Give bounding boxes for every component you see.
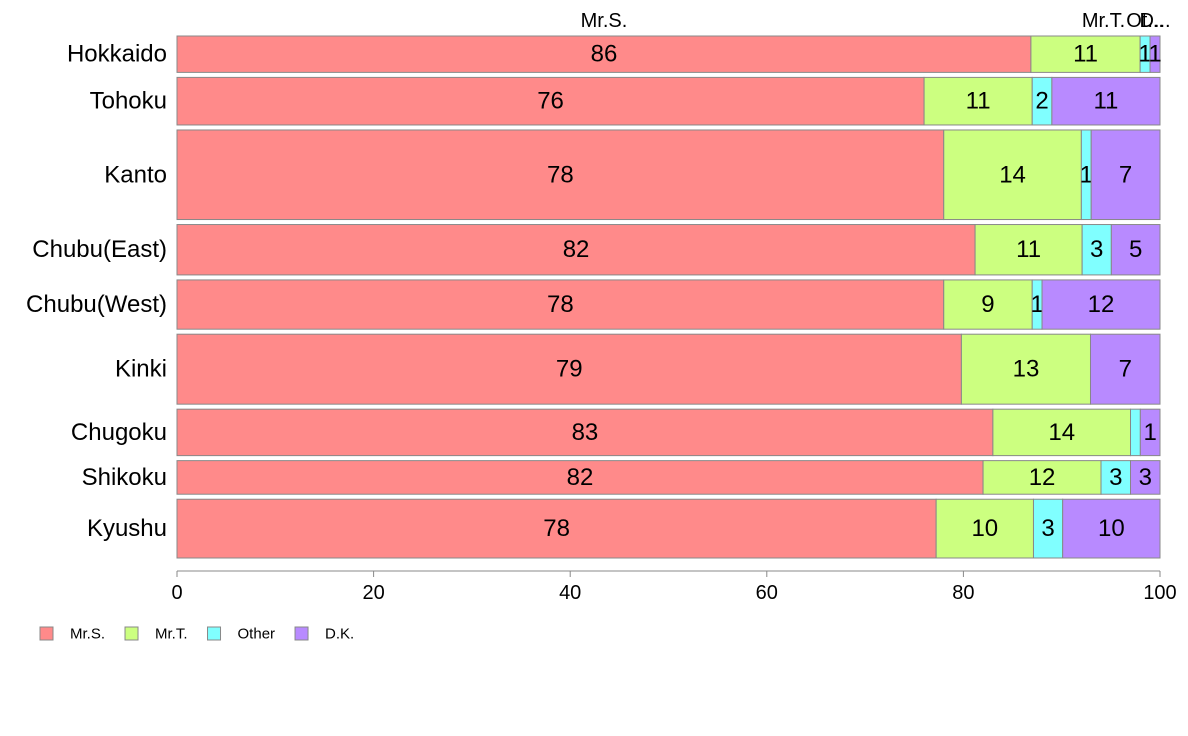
data-label-chubu-east-other: 3	[1090, 236, 1103, 263]
category-label-hokkaido: Hokkaido	[67, 41, 167, 68]
bar-segment-shikoku-mr-t	[982, 460, 1102, 495]
data-label-chubu-west-mr-t: 9	[981, 291, 994, 318]
legend-swatch-mr-t	[124, 626, 139, 641]
bar-segment-chubu-west-d-k	[1041, 279, 1161, 330]
x-tick-label: 40	[559, 582, 581, 604]
data-label-kinki-d-k: 7	[1119, 356, 1132, 383]
bar-segment-hokkaido-mr-t	[1030, 35, 1141, 73]
category-label-tohoku: Tohoku	[90, 88, 167, 115]
data-label-chugoku-mr-s: 83	[572, 419, 599, 446]
data-label-tohoku-other: 2	[1035, 88, 1048, 115]
data-label-kyushu-mr-t: 10	[971, 515, 998, 542]
x-tick-label: 80	[952, 582, 974, 604]
legend-label-mr-t: Mr.T.	[155, 626, 188, 643]
data-label-kinki-mr-s: 79	[556, 356, 583, 383]
legend-label-d-k: D.K.	[325, 626, 354, 643]
bar-segment-tohoku-mr-s	[176, 76, 925, 126]
data-label-shikoku-other: 3	[1109, 464, 1122, 491]
x-tick-label: 20	[362, 582, 384, 604]
category-label-chugoku: Chugoku	[71, 419, 167, 446]
bar-segment-kyushu-mr-s	[176, 498, 937, 559]
data-label-chubu-west-other: 1	[1030, 291, 1043, 318]
data-label-tohoku-mr-s: 76	[537, 88, 564, 115]
bar-segment-tohoku-d-k	[1051, 76, 1161, 126]
legend-label-other: Other	[238, 626, 276, 643]
bar-segment-kanto-mr-t	[943, 129, 1082, 221]
category-label-chubu-east: Chubu(East)	[32, 236, 167, 263]
data-label-hokkaido-mr-t: 11	[1073, 41, 1098, 68]
bar-segment-shikoku-other	[1100, 460, 1132, 495]
category-label-chubu-west: Chubu(West)	[26, 291, 167, 318]
bar-segment-kanto-mr-s	[176, 129, 945, 221]
bar-segment-kanto-d-k	[1090, 129, 1161, 221]
bar-segment-chubu-east-d-k	[1110, 224, 1161, 276]
data-label-tohoku-d-k: 11	[1093, 88, 1118, 115]
category-label-kanto: Kanto	[104, 161, 167, 188]
series-top-label-mr-s: Mr.S.	[581, 10, 628, 32]
category-label-kyushu: Kyushu	[87, 515, 167, 542]
x-tick-label: 0	[171, 582, 182, 604]
data-label-chubu-east-mr-t: 11	[1016, 236, 1041, 263]
bar-segment-kyushu-d-k	[1062, 498, 1161, 559]
data-label-chugoku-d-k: 1	[1143, 419, 1156, 446]
data-label-kinki-mr-t: 13	[1013, 356, 1040, 383]
bar-segment-chubu-east-mr-t	[974, 224, 1083, 276]
data-label-hokkaido-other: 1	[1138, 41, 1151, 68]
bar-segment-chugoku-other	[1130, 408, 1141, 457]
x-tick-label: 60	[756, 582, 778, 604]
bar-segment-kyushu-other	[1032, 498, 1064, 559]
data-label-chugoku-mr-t: 14	[1048, 419, 1075, 446]
data-label-kanto-mr-s: 78	[547, 161, 574, 188]
x-tick-label: 100	[1143, 582, 1176, 604]
series-top-label-ot: Ot...	[1126, 10, 1164, 32]
data-label-chubu-west-mr-s: 78	[547, 291, 574, 318]
data-label-tohoku-mr-t: 11	[966, 88, 991, 115]
bar-segment-tohoku-mr-t	[923, 76, 1033, 126]
bar-segment-chubu-east-mr-s	[176, 224, 976, 276]
bar-segment-hokkaido-d-k	[1149, 35, 1161, 73]
bar-segment-hokkaido-mr-s	[176, 35, 1032, 73]
bar-segment-chubu-west-mr-s	[176, 279, 945, 330]
series-top-label-d: D...	[1139, 10, 1170, 32]
category-label-kinki: Kinki	[115, 356, 167, 383]
data-label-kanto-mr-t: 14	[999, 161, 1026, 188]
bar-segment-kinki-d-k	[1089, 333, 1161, 405]
data-label-shikoku-mr-s: 82	[567, 464, 594, 491]
data-label-chubu-east-mr-s: 82	[563, 236, 590, 263]
bar-segment-kinki-mr-s	[176, 333, 962, 405]
bar-segment-chubu-west-mr-t	[943, 279, 1033, 330]
bar-segment-shikoku-d-k	[1130, 460, 1161, 495]
data-label-shikoku-mr-t: 12	[1029, 464, 1056, 491]
data-label-kanto-d-k: 7	[1119, 161, 1132, 188]
legend-swatch-other	[207, 626, 222, 641]
data-label-kanto-other: 1	[1080, 161, 1093, 188]
legend-label-mr-s: Mr.S.	[70, 626, 105, 643]
category-label-shikoku: Shikoku	[82, 464, 167, 491]
data-label-kyushu-mr-s: 78	[543, 515, 570, 542]
data-label-chubu-east-d-k: 5	[1129, 236, 1142, 263]
data-label-hokkaido-mr-s: 86	[591, 41, 618, 68]
data-label-kyushu-other: 3	[1041, 515, 1054, 542]
bar-segment-kyushu-mr-t	[935, 498, 1034, 559]
series-top-label-mr-t: Mr.T.	[1082, 10, 1125, 32]
data-label-kyushu-d-k: 10	[1098, 515, 1125, 542]
bar-segment-chugoku-mr-s	[176, 408, 994, 457]
legend-swatch-mr-s	[39, 626, 54, 641]
data-label-chubu-west-d-k: 12	[1088, 291, 1115, 318]
data-label-shikoku-d-k: 3	[1139, 464, 1152, 491]
legend-swatch-d-k	[294, 626, 309, 641]
data-label-hokkaido-d-k: 1	[1148, 41, 1161, 68]
bar-segment-chugoku-d-k	[1139, 408, 1161, 457]
